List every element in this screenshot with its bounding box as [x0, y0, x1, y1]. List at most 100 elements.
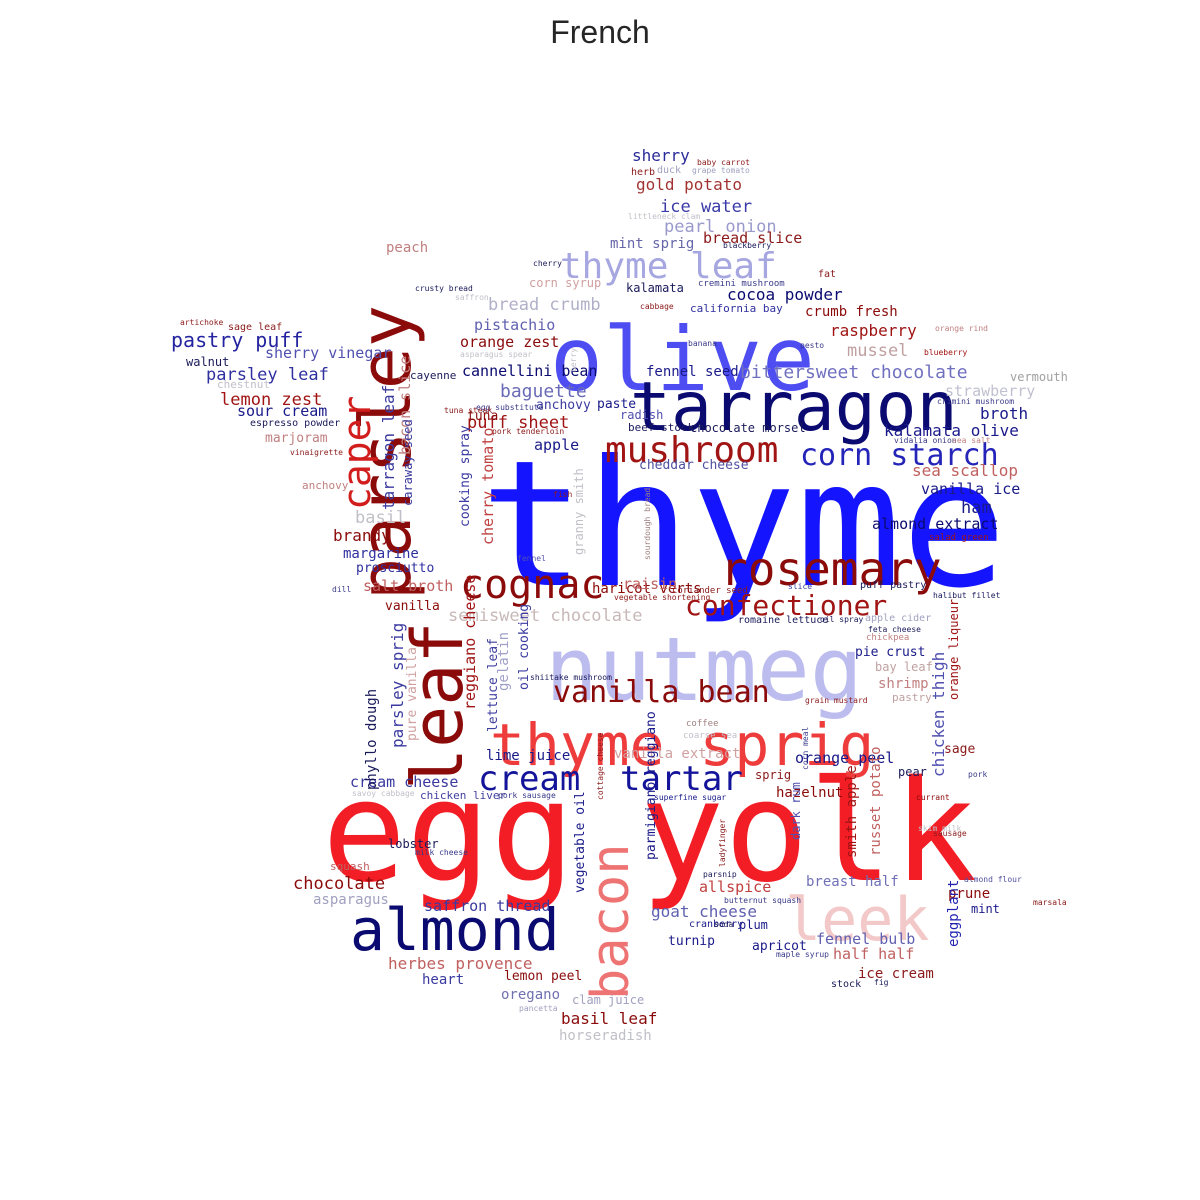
word-lemon-zest: lemon zest	[220, 390, 322, 410]
word-corn-starch: corn starch	[800, 438, 999, 473]
word-artichoke: artichoke	[180, 318, 224, 327]
word-cognac: cognac	[460, 562, 605, 608]
word-peach: peach	[386, 240, 428, 256]
word-bay-leaf: bay leaf	[875, 660, 933, 674]
word-pancetta: pancetta	[519, 1004, 558, 1013]
word-apple: apple	[534, 436, 579, 454]
word-sea-salt: sea salt	[952, 436, 991, 445]
word-parsnip: parsnip	[703, 870, 737, 879]
word-blueberry: blueberry	[924, 348, 968, 357]
word-banana: banana	[688, 339, 717, 348]
word-prune: prune	[948, 886, 990, 902]
word-walnut: walnut	[186, 355, 229, 369]
word-beef-stock: beef stock	[628, 421, 695, 434]
word-goat-cheese: goat cheese	[651, 902, 757, 921]
word-turnip: turnip	[668, 934, 715, 949]
word-blackberry: blackberry	[723, 241, 771, 250]
word-chocolate-morsel: chocolate morsel	[690, 421, 806, 435]
word-shiitake-mushroom: shiitake mushroom	[530, 673, 612, 682]
word-oil-spray: oil spray	[820, 615, 864, 624]
word-ladyfinger: ladyfinger	[718, 819, 727, 867]
word-cherry-tomato: cherry tomato	[479, 428, 497, 545]
word-cocoa-powder: cocoa powder	[727, 285, 843, 304]
word-orange-rind: orange rind	[935, 324, 988, 333]
word-salad-green: salad green	[929, 533, 989, 543]
word-pastry: pastry	[892, 691, 932, 704]
word-bacon: bacon	[581, 843, 641, 1000]
word-herbes-provence: herbes provence	[388, 954, 533, 973]
word-gelatin: gelatin	[496, 632, 512, 691]
word-skim-milk: skim milk	[918, 824, 962, 833]
word-thyme-leaf: thyme leaf	[560, 246, 777, 287]
word-raisin: raisin	[623, 575, 677, 593]
word-parsley-leaf: parsley leaf	[206, 365, 329, 385]
word-eggplant: eggplant	[946, 880, 962, 947]
word-mussel: mussel	[847, 341, 908, 361]
word-anchovy: anchovy	[302, 479, 349, 492]
word-half-half: half half	[833, 945, 914, 963]
word-rosemary: rosemary	[720, 542, 942, 596]
word-clam-juice: clam juice	[572, 993, 644, 1007]
word-baby-carrot: baby carrot	[697, 158, 750, 167]
word-caper: caper	[335, 396, 379, 510]
word-maple-syrup: maple syrup	[776, 950, 829, 959]
word-caraway-seed: caraway seed	[401, 419, 415, 506]
word-almond: almond	[350, 896, 560, 964]
word-horseradish: horseradish	[559, 1028, 652, 1044]
word-littleneck-clam: littleneck clam	[628, 212, 700, 221]
word-chicken-thigh: chicken thigh	[929, 652, 948, 777]
word-currant: currant	[916, 793, 950, 802]
word-russet-potato: russet potato	[868, 746, 884, 856]
word-oregano: oregano	[501, 987, 560, 1003]
word-cheddar-cheese: cheddar cheese	[639, 458, 749, 473]
word-brandy: brandy	[333, 526, 391, 545]
word-breast-half: breast half	[806, 874, 899, 890]
word-thyme: thyme	[480, 424, 1007, 627]
word-mushroom: mushroom	[605, 430, 778, 471]
word-chickpea: chickpea	[866, 633, 909, 643]
word-paste: paste	[597, 397, 636, 412]
word-baguette: baguette	[500, 381, 587, 402]
word-cream-cheese: cream cheese	[350, 773, 458, 791]
word-ham: ham	[961, 498, 992, 518]
word-pork: pork	[968, 770, 987, 779]
word-semisweet-chocolate: semisweet chocolate	[448, 606, 642, 626]
word-halibut-fillet: halibut fillet	[933, 591, 1001, 600]
word-tartar: tartar	[620, 759, 743, 799]
word-duck: duck	[657, 165, 681, 176]
word-yolk: yolk	[640, 751, 977, 914]
word-reggiano-cheese: reggiano cheese	[461, 575, 479, 710]
word-salt-broth: salt broth	[363, 577, 453, 595]
word-phyllo-dough: phyllo dough	[364, 689, 380, 790]
word-nutmeg: nutmeg	[545, 618, 863, 721]
word-savoy-cabbage: savoy cabbage	[352, 789, 415, 798]
word-california-bay: california bay	[690, 302, 783, 315]
word-thyme-sprig: thyme sprig	[490, 711, 874, 779]
word-soda: soda	[714, 920, 733, 929]
word-slice: slice	[788, 582, 812, 591]
word-crimini-mushroom: crimini mushroom	[937, 397, 1014, 406]
word-lobster: lobster	[388, 837, 439, 851]
word-basil: basil	[355, 508, 406, 528]
word-vidalia-onion: vidalia onion	[894, 436, 957, 445]
word-pistachio: pistachio	[474, 316, 555, 334]
word-dark-rum: dark rum	[789, 782, 803, 840]
word-pear: pear	[898, 765, 927, 779]
word-pure-vanilla: pure vanilla	[405, 647, 420, 741]
word-tuna-steak: tuna steak	[444, 406, 492, 415]
word-apricot: apricot	[752, 939, 807, 954]
word-cremini-mushroom: cremini mushroom	[698, 279, 785, 289]
word-sour-cream: sour cream	[237, 402, 327, 420]
word-vermouth: vermouth	[1010, 370, 1068, 384]
word-vegetable-shortening: vegetable shortening	[614, 593, 711, 602]
word-saffron: saffron	[455, 293, 489, 302]
word-margarine: margarine	[343, 546, 419, 562]
word-squash: squash	[330, 860, 370, 873]
word-granny-smith: granny smith	[572, 468, 586, 555]
word-chestnut: chestnut	[217, 378, 270, 391]
word-cooking-spray: cooking spray	[458, 425, 473, 527]
word-stock: stock	[831, 979, 861, 990]
word-asparagus-spear: asparagus spear	[460, 350, 532, 359]
word-cayenne: cayenne	[410, 369, 456, 382]
